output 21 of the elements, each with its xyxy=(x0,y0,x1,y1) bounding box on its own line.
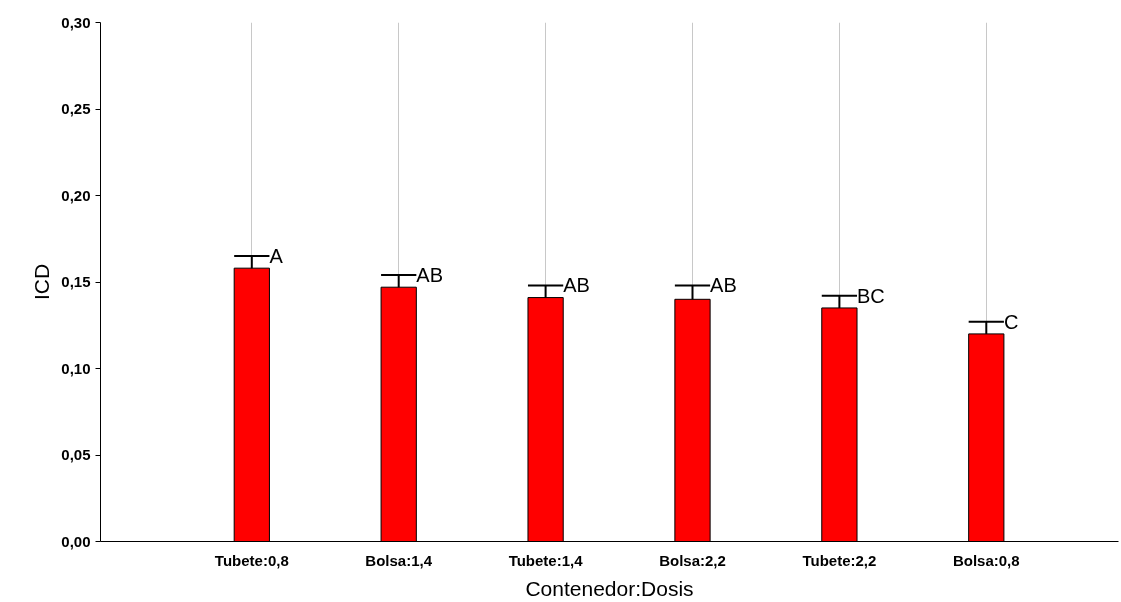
annotation: AB xyxy=(563,274,590,297)
y-tick-label: 0,05 xyxy=(61,446,91,463)
x-tick-label: Tubete:1,4 xyxy=(508,551,584,569)
y-tick-label: 0,00 xyxy=(61,532,91,550)
x-tick-label: Bolsa:0,8 xyxy=(952,551,1020,569)
annotation: BC xyxy=(857,284,885,307)
y-tick-label: 0,30 xyxy=(61,13,91,31)
x-axis-title: Contenedor:Dosis xyxy=(525,576,694,600)
x-tick-label: Bolsa:2,2 xyxy=(659,551,726,569)
annotation: AB xyxy=(710,274,737,297)
y-axis-title: ICD xyxy=(30,263,54,301)
x-tick-label: Tubete:0,8 xyxy=(214,551,289,569)
annotation: C xyxy=(1003,310,1019,333)
y-tick-label: 0,15 xyxy=(61,273,91,290)
y-tick-label: 0,20 xyxy=(61,186,91,204)
x-tick-label: Tubete:2,2 xyxy=(802,551,877,569)
y-tick-label: 0,25 xyxy=(61,100,91,117)
annotation: A xyxy=(269,245,284,268)
y-tick-label: 0,10 xyxy=(61,359,91,377)
x-tick-label: Bolsa:1,4 xyxy=(365,551,433,569)
annotation: AB xyxy=(416,264,444,287)
